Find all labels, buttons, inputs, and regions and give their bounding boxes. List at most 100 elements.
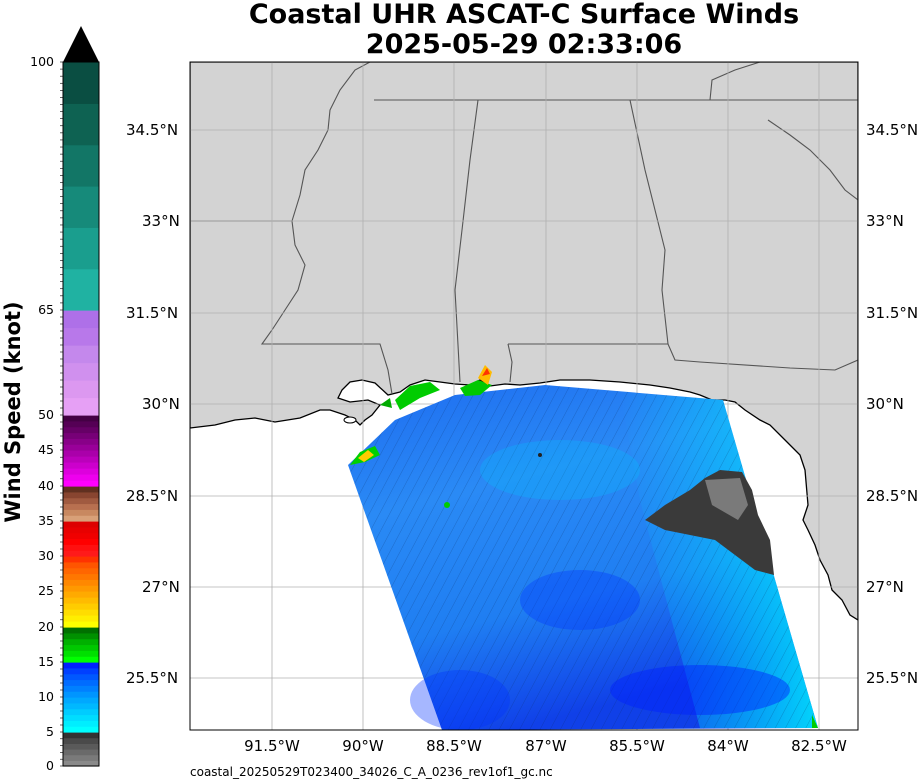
satellite-swath: [348, 365, 818, 730]
colorbar-segment: [63, 62, 99, 104]
colorbar-segment: [63, 691, 99, 698]
lat-label-right: 25.5°N: [866, 669, 919, 687]
colorbar-tick-label: 25: [38, 583, 54, 598]
colorbar-segment: [63, 556, 99, 563]
colorbar-tick-label: 45: [38, 442, 54, 457]
colorbar-segment: [63, 638, 99, 646]
lat-label-right: 31.5°N: [866, 304, 919, 322]
lat-label-right: 33°N: [866, 212, 904, 230]
colorbar-segment: [63, 415, 99, 422]
colorbar-tick-label: 10: [38, 689, 54, 704]
lon-label: 82.5°W: [791, 737, 847, 755]
lat-label-left: 34.5°N: [126, 121, 179, 139]
colorbar: [60, 61, 100, 767]
colorbar-segment: [63, 186, 99, 228]
colorbar-segment: [63, 685, 99, 692]
colorbar-label: Wind Speed (knot): [1, 301, 25, 523]
colorbar-segment: [63, 627, 99, 634]
colorbar-segment: [63, 579, 99, 586]
colorbar-segment: [63, 667, 99, 675]
colorbar-segment: [63, 462, 99, 469]
lat-label-right: 34.5°N: [866, 121, 919, 139]
colorbar-segment: [63, 480, 99, 487]
colorbar-segment: [63, 567, 99, 575]
lat-label-left: 31.5°N: [126, 304, 179, 322]
colorbar-segment: [63, 737, 99, 744]
colorbar-tick-label: 35: [38, 513, 54, 528]
colorbar-segment: [63, 521, 99, 528]
colorbar-segment: [63, 491, 99, 499]
colorbar-segment: [63, 503, 99, 510]
colorbar-tick-label: 40: [38, 478, 54, 493]
colorbar-segment: [63, 450, 99, 457]
colorbar-segment: [63, 268, 99, 311]
colorbar-segment: [63, 679, 99, 686]
colorbar-segment: [63, 673, 99, 681]
colorbar-extend-arrow: [63, 26, 99, 62]
colorbar-segment: [63, 597, 99, 604]
colorbar-tick-label: 65: [38, 302, 54, 317]
colorbar-segment: [63, 615, 99, 622]
colorbar-segment: [63, 749, 99, 756]
colorbar-segment: [63, 515, 99, 522]
colorbar-segment: [63, 227, 99, 270]
colorbar-segment: [63, 720, 99, 727]
lon-label: 85.5°W: [609, 737, 665, 755]
colorbar-segment: [63, 708, 99, 716]
colorbar-segment: [63, 743, 99, 750]
colorbar-segment: [63, 561, 99, 569]
colorbar-segment: [63, 420, 99, 428]
lat-label-left: 28.5°N: [126, 487, 179, 505]
map-frame: [189, 61, 859, 731]
colorbar-segment: [63, 362, 99, 381]
colorbar-segment: [63, 544, 99, 551]
colorbar-segment: [63, 103, 99, 146]
colorbar-segment: [63, 726, 99, 733]
colorbar-tick-label: 30: [38, 548, 54, 563]
title-line-1: Coastal UHR ASCAT-C Surface Winds: [248, 0, 800, 30]
colorbar-segment: [63, 444, 99, 451]
colorbar-segment: [63, 732, 99, 739]
colorbar-tick-label: 0: [46, 758, 54, 773]
data-filename: coastal_20250529T023400_34026_C_A_0236_r…: [190, 765, 553, 779]
colorbar-segment: [63, 603, 99, 610]
lat-label-left: 33°N: [142, 212, 180, 230]
colorbar-segment: [63, 644, 99, 651]
title-line-2: 2025-05-29 02:33:06: [365, 29, 683, 60]
colorbar-segment: [63, 609, 99, 616]
colorbar-segment: [63, 656, 99, 663]
coastal-high-winds: [350, 365, 818, 728]
colorbar-segment: [63, 760, 99, 767]
colorbar-segment: [63, 380, 99, 399]
colorbar-segment: [63, 662, 99, 669]
colorbar-segment: [63, 550, 99, 557]
colorbar-segment: [63, 526, 99, 534]
colorbar-segment: [63, 397, 99, 416]
lon-label: 84°W: [707, 737, 749, 755]
lat-label-left: 25.5°N: [126, 669, 179, 687]
state-borders: [190, 62, 858, 395]
colorbar-segment: [63, 621, 99, 628]
colorbar-segment: [63, 144, 99, 187]
lon-label: 88.5°W: [426, 737, 482, 755]
colorbar-segment: [63, 426, 99, 434]
colorbar-segment: [63, 573, 99, 580]
lon-label: 91.5°W: [244, 737, 300, 755]
colorbar-segment: [63, 754, 99, 761]
lat-label-right: 30°N: [866, 395, 904, 413]
colorbar-segment: [63, 310, 99, 329]
colorbar-segment: [63, 591, 99, 598]
map-area: [190, 62, 858, 730]
lat-label-right: 28.5°N: [866, 487, 919, 505]
lon-label: 90°W: [342, 737, 384, 755]
colorbar-segment: [63, 632, 99, 640]
lat-label-left: 30°N: [142, 395, 180, 413]
colorbar-segment: [63, 585, 99, 592]
colorbar-segment: [63, 702, 99, 710]
colorbar-segment: [63, 438, 99, 445]
colorbar-tick-label: 50: [38, 407, 54, 422]
colorbar-segment: [63, 714, 99, 721]
lat-label-right: 27°N: [866, 578, 904, 596]
colorbar-segment: [63, 432, 99, 439]
